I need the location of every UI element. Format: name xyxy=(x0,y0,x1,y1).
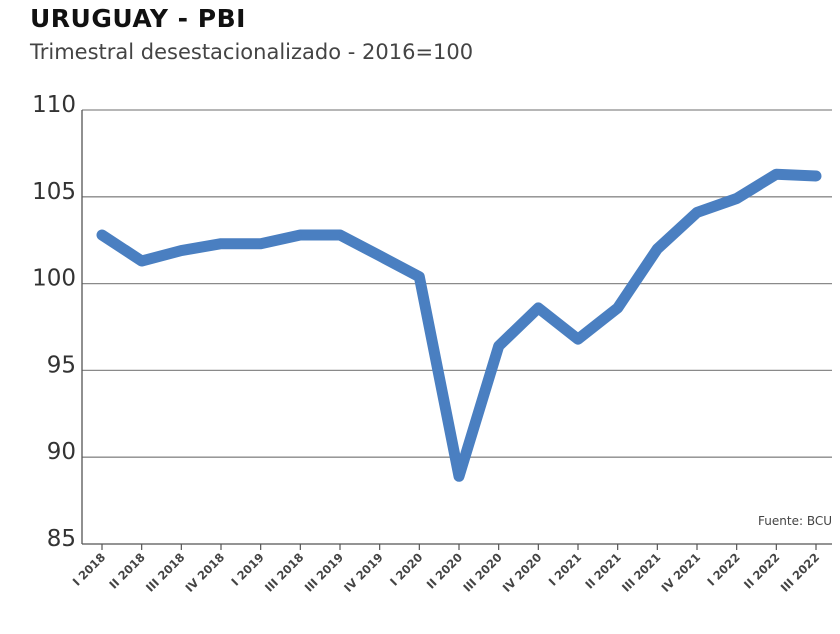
x-tick-label: III 2022 xyxy=(778,550,822,594)
data-point xyxy=(179,249,183,253)
x-tick-label: IV 2019 xyxy=(341,550,386,595)
x-tick-label: IV 2021 xyxy=(658,550,703,595)
y-tick-label: 85 xyxy=(47,526,76,552)
data-point xyxy=(457,474,461,478)
x-tick-label: II 2022 xyxy=(741,550,782,591)
source-note: Fuente: BCU xyxy=(758,514,832,528)
chart-title: URUGUAY - PBI xyxy=(30,4,246,33)
x-tick-label: IV 2020 xyxy=(500,550,545,595)
x-tick-label: II 2018 xyxy=(106,550,147,591)
series-lines xyxy=(96,168,822,482)
data-point xyxy=(100,233,104,237)
y-axis-ticks: 85 90 95 100 105 110 xyxy=(32,92,76,552)
data-point xyxy=(695,210,699,214)
x-tick-label: I 2018 xyxy=(70,550,108,588)
data-point xyxy=(259,242,263,246)
y-tick-label: 105 xyxy=(32,179,76,205)
data-point xyxy=(576,337,580,341)
data-point xyxy=(814,174,818,178)
y-tick-label: 110 xyxy=(32,92,76,118)
data-point xyxy=(497,344,501,348)
x-tick-label: II 2021 xyxy=(582,550,623,591)
x-tick-label: I 2022 xyxy=(704,550,742,588)
y-tick-label: 100 xyxy=(32,266,76,292)
x-tick-label: III 2019 xyxy=(302,550,346,594)
x-axis xyxy=(81,110,832,545)
y-tick-label: 95 xyxy=(47,352,76,378)
data-point xyxy=(338,233,342,237)
y-tick-label: 90 xyxy=(47,439,76,465)
x-tick-label: III 2021 xyxy=(619,550,663,594)
x-tick-label: I 2020 xyxy=(387,550,425,588)
x-tick-label: IV 2018 xyxy=(182,550,227,595)
x-tick-label: III 2018 xyxy=(262,550,306,594)
data-point xyxy=(536,306,540,310)
data-point xyxy=(774,172,778,176)
x-tick-label: II 2020 xyxy=(424,550,465,591)
data-point xyxy=(378,254,382,258)
x-tick-label: I 2021 xyxy=(546,550,584,588)
data-point xyxy=(655,247,659,251)
series-line xyxy=(96,168,822,482)
data-point xyxy=(298,233,302,237)
x-tick-label: III 2020 xyxy=(460,550,504,594)
data-point xyxy=(417,275,421,279)
x-tick-label: I 2019 xyxy=(228,550,266,588)
chart-subtitle: Trimestral desestacionalizado - 2016=100 xyxy=(30,40,474,64)
data-point xyxy=(616,306,620,310)
x-tick-label: III 2018 xyxy=(143,550,187,594)
data-point xyxy=(140,259,144,263)
data-point xyxy=(735,197,739,201)
gridlines xyxy=(82,109,832,458)
data-point xyxy=(219,242,223,246)
